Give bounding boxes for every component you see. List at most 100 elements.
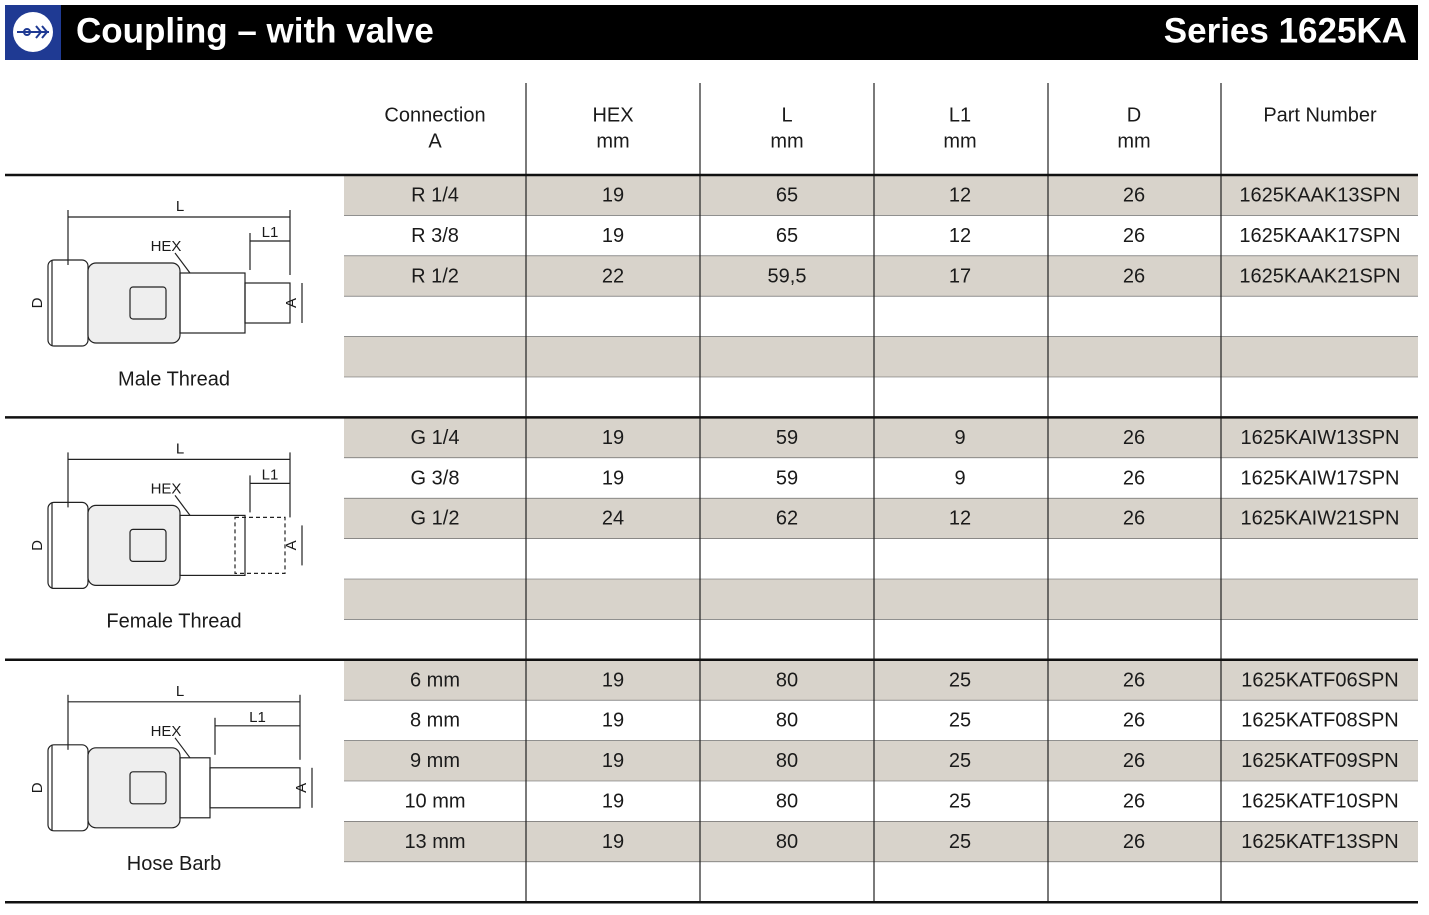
cell: 26 [1123,427,1145,449]
table: Connection A HEX mm Lmm L1 mm Dmm Part Number R 1… [5,83,1418,904]
cell: 25 [949,790,971,812]
cell: 26 [1123,467,1145,489]
drawing-label: A [283,540,300,550]
cell: 26 [1123,710,1145,732]
cell: 9 [954,467,965,489]
coupling-collar [47,501,89,589]
drawing-label: D [29,540,46,551]
column-header-unit: mm [596,130,629,152]
cell: 1625KATF10SPN [1241,790,1399,812]
cell: 26 [1123,225,1145,247]
drawing-label: L1 [249,709,266,726]
hex-leader [174,495,191,516]
cell: 26 [1123,831,1145,853]
cell: 10 mm [404,790,465,812]
drawing-caption: Female Thread [106,611,241,633]
cell: 1625KATF08SPN [1241,710,1399,732]
cell: 1625KAIW17SPN [1241,467,1400,489]
drawing-caption: Male Thread [118,368,230,390]
cell: 1625KATF06SPN [1241,669,1399,691]
drawing-label: HEX [151,238,182,255]
cell: 1625KAIW13SPN [1241,427,1400,449]
drawing-label: A [293,783,310,793]
cell: 59 [776,427,798,449]
cell: 12 [949,225,971,247]
cell: 80 [776,710,798,732]
cell: 59 [776,467,798,489]
drawing-label: HEX [151,480,182,497]
coupling-thread [234,516,286,575]
cell: 25 [949,710,971,732]
cell: R 1/2 [411,265,459,287]
row-shade [344,255,1418,297]
row-shade [344,417,1418,458]
cell: 12 [949,508,971,530]
cell: 1625KAIW21SPN [1241,508,1400,530]
cell: 62 [776,508,798,530]
cell: 26 [1123,669,1145,691]
cell: 19 [602,184,624,206]
cell: 80 [776,831,798,853]
cell: 9 [954,427,965,449]
cell: 1625KAAK17SPN [1239,225,1400,247]
cell: 9 mm [410,750,460,772]
coupling-window [129,771,167,805]
cell: 65 [776,225,798,247]
cell: 1625KAAK13SPN [1239,184,1400,206]
cell: 19 [602,750,624,772]
hex-leader [174,252,191,274]
cell: 25 [949,669,971,691]
cell: 1625KAAK21SPN [1239,265,1400,287]
drawing [47,452,303,589]
cell: 25 [949,750,971,772]
cell: G 3/8 [411,467,460,489]
column-header-unit: mm [1117,130,1150,152]
cell: 19 [602,831,624,853]
drawing-caption: Hose Barb [127,853,222,875]
row-shade [344,821,1418,862]
cell: 12 [949,184,971,206]
cell: 80 [776,790,798,812]
cell: 26 [1123,265,1145,287]
drawing-label: A [283,298,300,308]
cell: 65 [776,184,798,206]
coupling-tail [209,767,301,809]
coupling-hex [179,757,211,819]
header-icon-symbol [17,25,49,39]
row-shade [344,659,1418,701]
cell: 19 [602,669,624,691]
cell: 19 [602,467,624,489]
cell: 13 mm [404,831,465,853]
header-bar [5,5,1418,60]
cell: R 1/4 [411,184,459,206]
column-header: HEX [592,104,633,126]
cell: 26 [1123,790,1145,812]
column-header: D [1127,104,1141,126]
drawing-label: L1 [262,224,279,241]
cell: 26 [1123,508,1145,530]
cell: 19 [602,427,624,449]
row-shade [344,336,1418,377]
cell: 1625KATF13SPN [1241,831,1399,853]
row-shade [344,579,1418,620]
column-header: L1 [949,104,971,126]
cell: 26 [1123,750,1145,772]
column-header-unit: mm [943,130,976,152]
header-series: Series 1625KA [1164,11,1407,50]
cell: 17 [949,265,971,287]
cell: 24 [602,508,624,530]
cell: 8 mm [410,710,460,732]
header-title: Coupling – with valve [76,11,434,50]
cell: 59,5 [768,265,807,287]
coupling-hex [179,272,246,334]
cell: 19 [602,225,624,247]
cell: 22 [602,265,624,287]
cell: 19 [602,790,624,812]
coupling-tail [244,282,291,324]
cell: 26 [1123,184,1145,206]
column-header: Connection [384,104,485,126]
cell: 80 [776,750,798,772]
cell: G 1/2 [411,508,460,530]
cell: 6 mm [410,669,460,691]
